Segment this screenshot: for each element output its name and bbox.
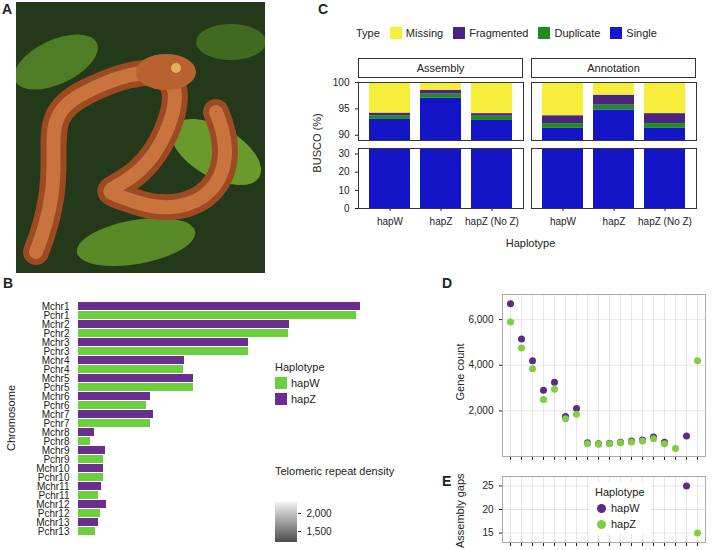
html-text:Type: Type [356, 27, 380, 39]
svg-text:Pchr11: Pchr11 [38, 489, 70, 501]
html-text:Haplotype: Haplotype [595, 486, 645, 498]
html-text:Chromosome: Chromosome [5, 385, 17, 451]
html-text:Gene count: Gene count [454, 343, 466, 401]
svg-text:90: 90 [338, 129, 350, 140]
svg-text:0: 0 [344, 203, 350, 214]
html-text:D: D [442, 275, 453, 291]
html-text:hapZ: hapZ [611, 518, 637, 530]
html-text:hapZ: hapZ [291, 393, 317, 405]
svg-text:2,000: 2,000 [468, 405, 493, 416]
svg-text:Pchr12: Pchr12 [37, 507, 70, 519]
html-text:Missing: Missing [405, 27, 444, 39]
svg-text:10: 10 [338, 185, 350, 196]
svg-text:Mchr6: Mchr6 [41, 390, 70, 402]
html-text:Duplicate: Duplicate [554, 27, 601, 39]
svg-text:Mchr13: Mchr13 [36, 516, 70, 528]
html-text:BUSCO (%): BUSCO (%) [311, 113, 323, 173]
html-text:A: A [2, 1, 13, 17]
svg-text:Mchr11: Mchr11 [36, 480, 70, 492]
svg-text:Pchr7: Pchr7 [43, 417, 70, 429]
svg-text:hapZ (No Z): hapZ (No Z) [638, 216, 692, 227]
svg-text:Pchr2: Pchr2 [43, 327, 70, 339]
svg-text:Pchr9: Pchr9 [43, 453, 70, 465]
svg-text:Mchr8: Mchr8 [41, 426, 70, 438]
svg-text:Pchr8: Pchr8 [43, 435, 70, 447]
svg-text:Mchr12: Mchr12 [36, 498, 70, 510]
svg-text:Mchr2: Mchr2 [41, 318, 70, 330]
svg-text:Mchr5: Mchr5 [41, 372, 70, 384]
svg-text:Pchr4: Pchr4 [43, 363, 70, 375]
svg-text:15: 15 [482, 527, 494, 538]
html-text:Assembly gaps: Assembly gaps [454, 473, 466, 548]
svg-text:6,000: 6,000 [468, 314, 493, 325]
svg-text:hapW: hapW [377, 216, 404, 227]
svg-text:25: 25 [482, 480, 494, 491]
html-text:Single: Single [626, 27, 657, 39]
svg-text:Mchr3: Mchr3 [41, 336, 70, 348]
svg-text:Pchr3: Pchr3 [43, 345, 70, 357]
svg-text:Pchr13: Pchr13 [38, 526, 70, 537]
svg-text:Mchr10: Mchr10 [36, 462, 70, 474]
svg-text:hapZ: hapZ [430, 216, 453, 227]
svg-text:Mchr7: Mchr7 [41, 408, 70, 420]
svg-text:4,000: 4,000 [468, 359, 493, 370]
html-text:Haplotype: Haplotype [275, 361, 325, 373]
svg-text:Pchr10: Pchr10 [37, 471, 70, 483]
html-text:Assembly: Assembly [416, 62, 465, 74]
svg-text:hapZ (No Z): hapZ (No Z) [465, 216, 519, 227]
html-text:hapW: hapW [291, 377, 320, 389]
svg-text:Mchr4: Mchr4 [41, 354, 70, 366]
html-text:Annotation: Annotation [587, 62, 640, 74]
svg-text:hapW: hapW [550, 216, 577, 227]
svg-text:Pchr5: Pchr5 [43, 381, 70, 393]
svg-text:20: 20 [338, 166, 350, 177]
html-text:Fragmented: Fragmented [469, 27, 529, 39]
svg-text:Pchr6: Pchr6 [43, 399, 70, 411]
svg-text:Pchr1: Pchr1 [43, 309, 70, 321]
html-text:C: C [318, 1, 329, 17]
svg-text:hapZ: hapZ [603, 216, 626, 227]
html-text:E: E [442, 473, 452, 489]
svg-text:Mchr9: Mchr9 [41, 444, 70, 456]
svg-text:95: 95 [338, 103, 350, 114]
svg-text:20: 20 [482, 504, 494, 515]
html-text:Telomeric repeat density: Telomeric repeat density [275, 465, 395, 477]
svg-text:30: 30 [338, 148, 350, 159]
html-text:hapW: hapW [611, 502, 640, 514]
html-text:Haplotype: Haplotype [505, 237, 556, 249]
html-text:B: B [3, 275, 14, 291]
svg-text:100: 100 [333, 77, 350, 88]
svg-text:Mchr1: Mchr1 [41, 300, 70, 312]
svg-text:1,500: 1,500 [307, 526, 332, 537]
svg-text:2,000: 2,000 [307, 508, 332, 519]
